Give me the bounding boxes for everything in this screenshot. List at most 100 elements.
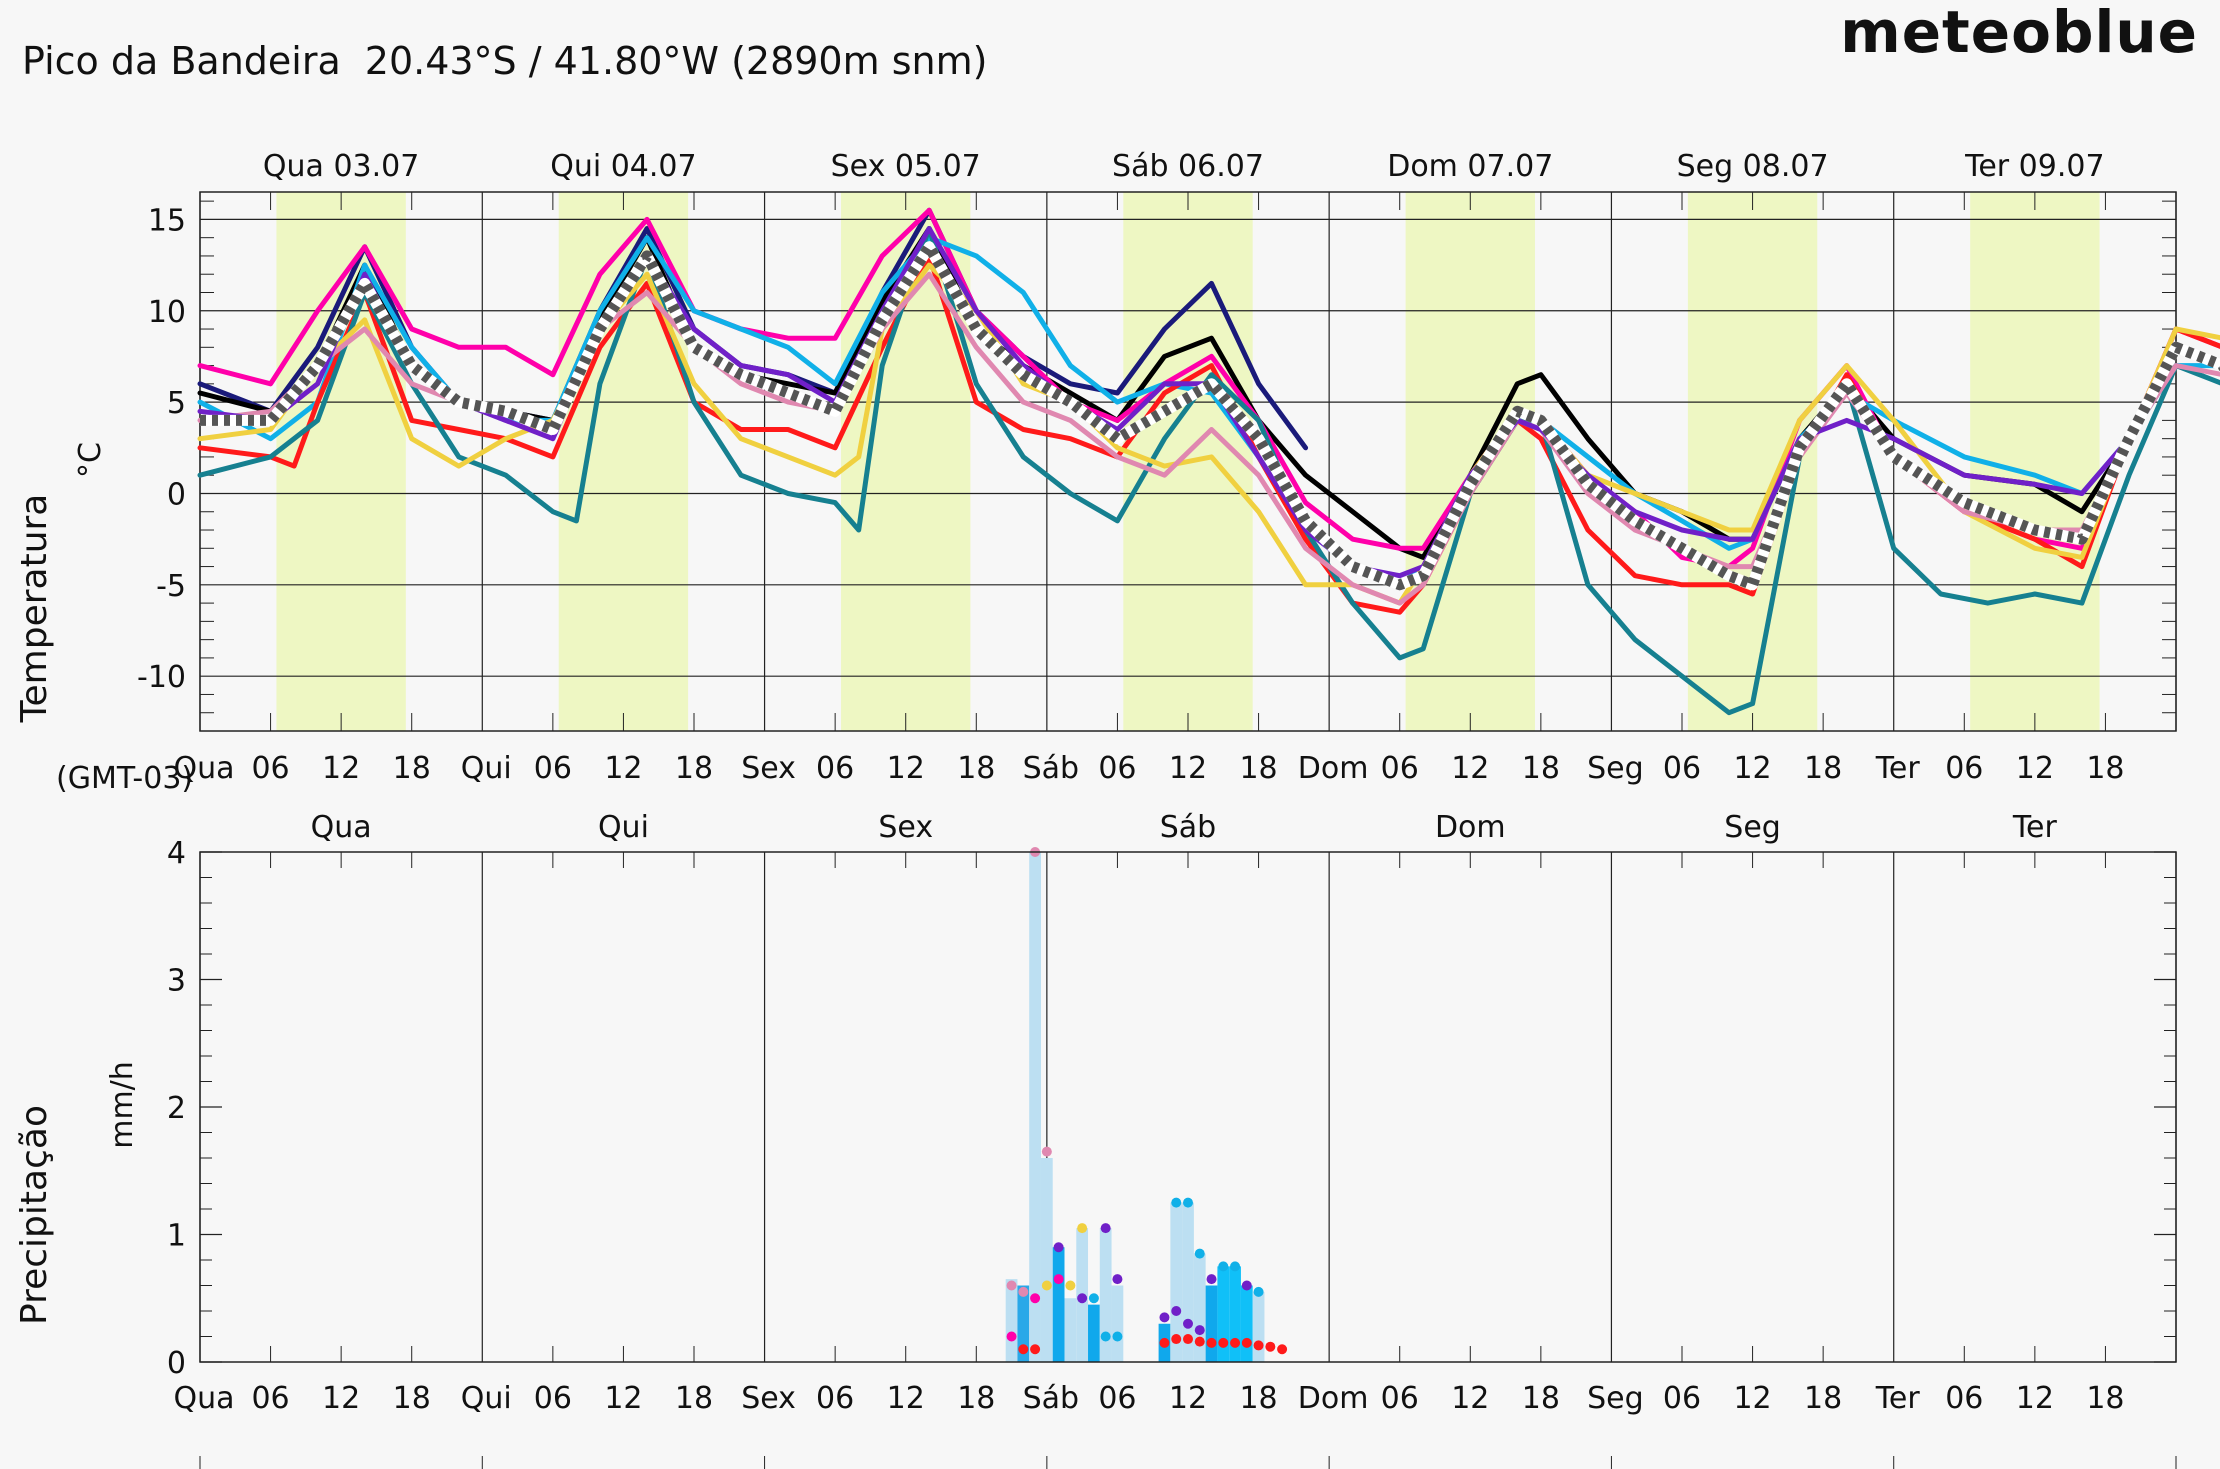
x-hour-tick-label: 12 [1169, 1381, 1207, 1416]
top-date-label: Sáb 06.07 [1112, 149, 1264, 184]
x-hour-tick-label: 06 [1663, 1381, 1701, 1416]
x-hour-tick-label: 12 [322, 751, 360, 786]
precip-bar [1017, 1285, 1030, 1362]
precip-yunit: mm/h [105, 1061, 140, 1149]
x-day-tick-label: Sex [741, 1381, 796, 1416]
precip-bar [1005, 1279, 1018, 1362]
precip-tick-label: 2 [167, 1091, 186, 1126]
x-hour-tick-label: 18 [675, 751, 713, 786]
precip-dot [1183, 1197, 1193, 1208]
x-hour-tick-label: 12 [1169, 751, 1207, 786]
precip-bar [1099, 1228, 1112, 1362]
precip-bar [1182, 1202, 1194, 1362]
precip-dot [1053, 1274, 1064, 1285]
precip-dot [1077, 1223, 1088, 1234]
x-day-tick-label: Sáb [1023, 1381, 1079, 1416]
brand-logo[interactable]: meteoblue [1840, 0, 2198, 66]
x-hour-tick-label: 18 [2086, 1381, 2124, 1416]
precip-dot [1253, 1286, 1264, 1297]
precip-dot [1112, 1331, 1123, 1342]
x-hour-tick-label: 06 [534, 1381, 572, 1416]
precip-tick-label: 0 [167, 1346, 186, 1381]
x-hour-tick-label: 06 [1945, 1381, 1983, 1416]
precip-bar [1193, 1253, 1206, 1362]
x-day-tick-label: Sáb [1023, 751, 1079, 786]
temp-yunit: °C [73, 442, 108, 478]
precip-dot [1171, 1306, 1182, 1316]
precip-dot [1183, 1334, 1193, 1345]
x-hour-tick-label: 18 [393, 751, 431, 786]
precip-plot-frame [199, 851, 2177, 1363]
precip-bar [1088, 1304, 1100, 1362]
x-day-tick-label: Qui [461, 1381, 512, 1416]
x-hour-tick-label: 06 [534, 751, 572, 786]
temp-series-line-5 [197, 226, 2220, 716]
x-hour-tick-label: 06 [1098, 1381, 1136, 1416]
x-hour-tick-label: 18 [1522, 1381, 1560, 1416]
precip-dot [1006, 1331, 1017, 1342]
precip-bar [1052, 1247, 1065, 1362]
precip-dot [1194, 1248, 1205, 1259]
x-hour-tick-label: 18 [2086, 751, 2124, 786]
temp-tick-label: 10 [148, 295, 186, 330]
x-hour-tick-label: 12 [887, 751, 925, 786]
top-date-label: Sex 05.07 [831, 149, 981, 184]
temp-tick-label: 15 [148, 203, 186, 238]
x-hour-tick-label: 12 [604, 1381, 642, 1416]
x-hour-tick-label: 12 [1733, 751, 1771, 786]
x-day-name-label: Qua [311, 810, 372, 845]
x-hour-tick-label: 06 [1381, 1381, 1419, 1416]
x-hour-tick-label: 18 [1239, 1381, 1277, 1416]
x-hour-tick-label: 06 [1945, 751, 1983, 786]
precip-bar [1229, 1266, 1241, 1362]
x-hour-tick-label: 12 [1733, 1381, 1771, 1416]
location-title: Pico da Bandeira 20.43°S / 41.80°W (2890m… [22, 39, 987, 83]
precip-dot [1171, 1197, 1182, 1208]
precip-dot [1100, 1223, 1111, 1234]
x-day-name-label: Ter [2012, 810, 2058, 845]
x-day-name-label: Sáb [1160, 810, 1216, 845]
precip-tick-label: 3 [167, 964, 186, 999]
x-day-tick-label: Qui [461, 751, 512, 786]
precip-dot [1041, 1146, 1052, 1157]
timezone-label: (GMT-03) [56, 761, 193, 796]
x-hour-tick-label: 12 [2016, 751, 2054, 786]
top-date-label: Seg 08.07 [1677, 149, 1829, 184]
precip-dot [1218, 1337, 1229, 1348]
x-day-tick-label: Seg [1587, 751, 1644, 786]
precip-dot [1253, 1340, 1264, 1351]
precip-dot [1041, 1280, 1052, 1291]
x-hour-tick-label: 12 [604, 751, 642, 786]
temp-tick-label: 0 [167, 477, 186, 512]
x-hour-tick-label: 18 [957, 751, 995, 786]
x-hour-tick-label: 18 [1239, 751, 1277, 786]
x-hour-tick-label: 06 [816, 1381, 854, 1416]
precip-dot [1230, 1261, 1241, 1272]
precip-ylabel: Precipitação [14, 1105, 55, 1325]
precip-bar [1029, 852, 1041, 1362]
x-hour-tick-label: 12 [887, 1381, 925, 1416]
precip-dot [1077, 1293, 1088, 1304]
precip-bar [1064, 1298, 1077, 1362]
x-hour-tick-label: 18 [1804, 1381, 1842, 1416]
temp-tick-label: -5 [156, 569, 186, 604]
x-day-tick-label: Qua [173, 751, 234, 786]
precip-dot [1018, 1286, 1029, 1297]
x-day-name-label: Seg [1724, 810, 1781, 845]
precip-bar [1240, 1285, 1253, 1362]
x-hour-tick-label: 06 [816, 751, 854, 786]
x-day-tick-label: Dom [1298, 751, 1369, 786]
x-day-name-label: Sex [878, 810, 933, 845]
x-day-tick-label: Ter [1875, 751, 1921, 786]
precip-bar [1217, 1266, 1230, 1362]
precip-dot [1241, 1337, 1252, 1348]
x-hour-tick-label: 18 [957, 1381, 995, 1416]
x-day-tick-label: Qua [173, 1381, 234, 1416]
top-date-label: Qui 04.07 [550, 149, 696, 184]
top-date-label: Dom 07.07 [1387, 149, 1553, 184]
x-day-tick-label: Seg [1587, 1381, 1644, 1416]
precip-dot [1100, 1331, 1111, 1342]
x-hour-tick-label: 12 [1451, 751, 1489, 786]
temp-plot-frame [199, 191, 2177, 732]
